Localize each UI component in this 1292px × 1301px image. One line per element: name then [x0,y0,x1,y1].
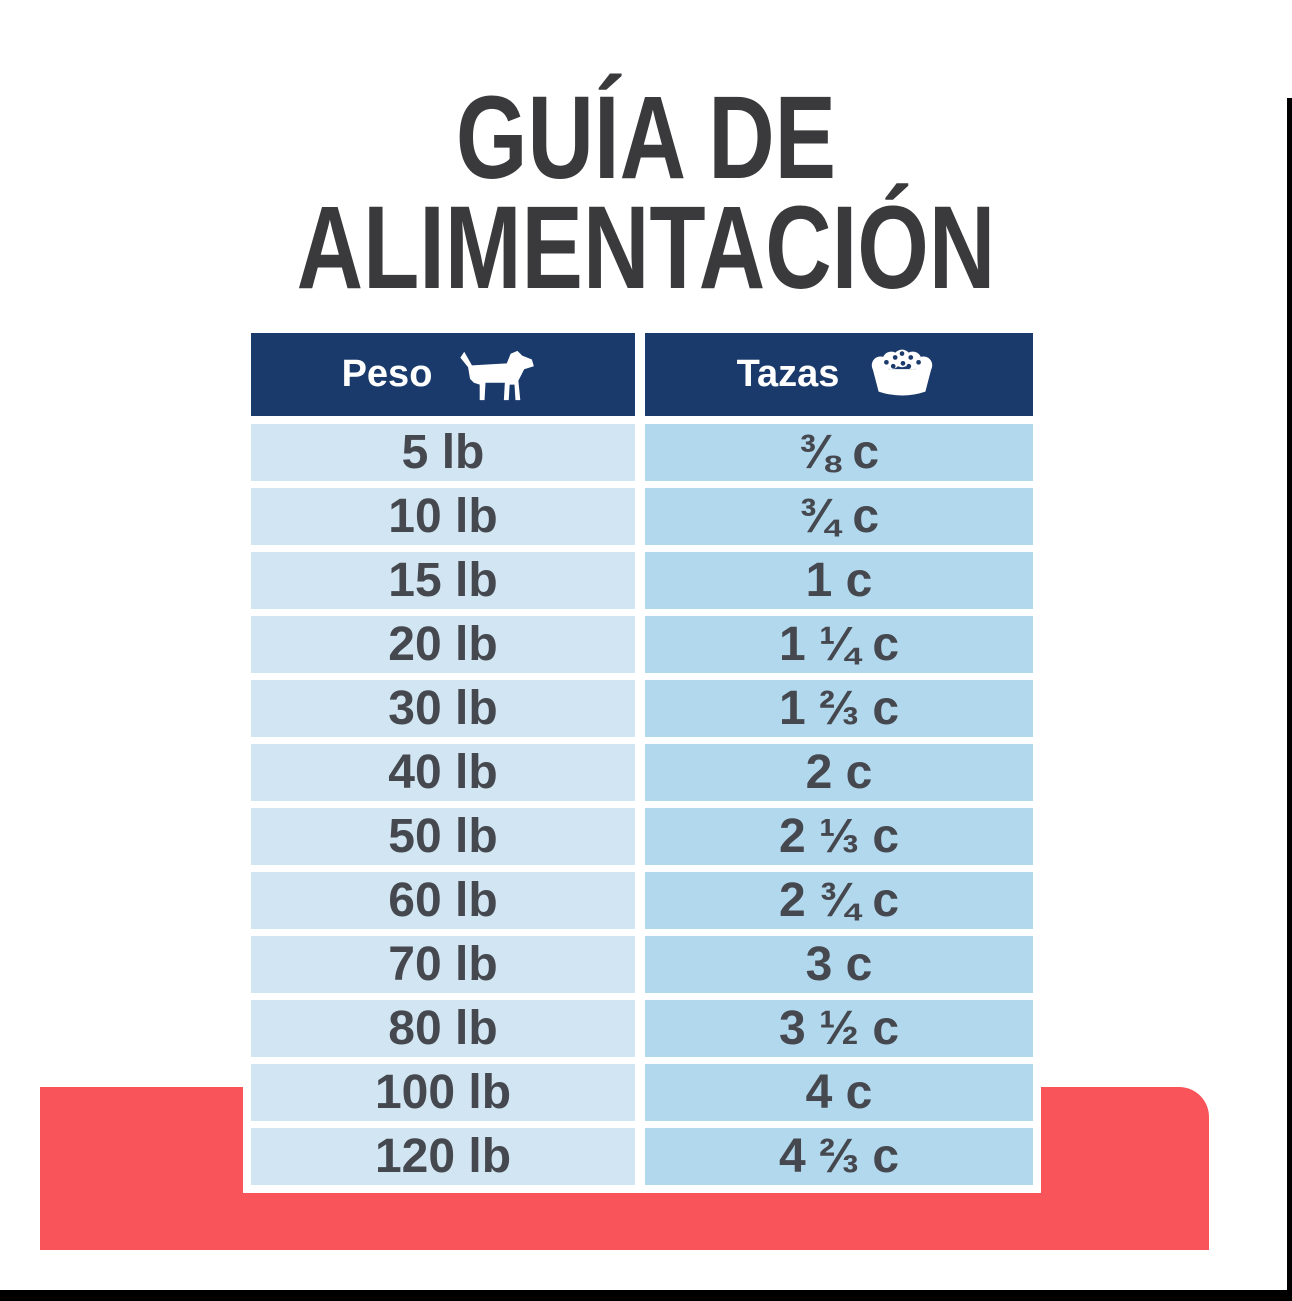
table-row: 40 lb 2 c [251,744,1033,801]
cups-cell: 3 ½ c [645,1000,1033,1057]
cups-value: ⅜ c [798,426,880,479]
food-bowl-icon [872,349,933,395]
weight-value: 100 lb [374,1066,512,1119]
cups-cell: 1 c [645,552,1033,609]
table-row: 120 lb 4 ⅔ c [251,1128,1033,1185]
header-cell-peso: Peso [251,333,635,416]
cups-value: 1 ⅔ c [778,682,900,735]
table-body: 5 lb ⅜ c 10 lb ¾ c 15 lb 1 c 20 lb 1 ¼ c… [251,424,1033,1185]
weight-cell: 50 lb [251,808,635,865]
cups-value: 2 ¾ c [778,874,900,927]
cups-value: ¾ c [798,490,880,543]
tazas-header-label: Tazas [736,353,840,395]
weight-value: 15 lb [388,554,498,607]
right-edge-border [1287,98,1292,1301]
table-row: 30 lb 1 ⅔ c [251,680,1033,737]
cups-value: 3 c [805,938,873,991]
table-row: 80 lb 3 ½ c [251,1000,1033,1057]
weight-cell: 80 lb [251,1000,635,1057]
weight-value: 30 lb [388,682,498,735]
weight-value: 5 lb [401,426,485,479]
cups-value: 2 ⅓ c [778,810,900,863]
weight-value: 80 lb [388,1002,498,1055]
cups-cell: 1 ⅔ c [645,680,1033,737]
table-row: 10 lb ¾ c [251,488,1033,545]
weight-value: 20 lb [388,618,498,671]
table-row: 20 lb 1 ¼ c [251,616,1033,673]
cups-value: 4 c [805,1066,873,1119]
table-row: 15 lb 1 c [251,552,1033,609]
cups-cell: 1 ¼ c [645,616,1033,673]
weight-value: 120 lb [374,1130,512,1183]
cups-cell: 4 c [645,1064,1033,1121]
weight-cell: 60 lb [251,872,635,929]
weight-cell: 70 lb [251,936,635,993]
cups-cell: 4 ⅔ c [645,1128,1033,1185]
weight-cell: 100 lb [251,1064,635,1121]
weight-value: 40 lb [388,746,498,799]
cups-cell: 2 ¾ c [645,872,1033,929]
weight-value: 70 lb [388,938,498,991]
cups-cell: ⅜ c [645,424,1033,481]
page-title: GUÍA DE ALIMENTACIÓN [142,79,1150,307]
weight-value: 50 lb [388,810,498,863]
weight-cell: 5 lb [251,424,635,481]
feeding-table: Peso Tazas [243,325,1041,1193]
cups-cell: 3 c [645,936,1033,993]
weight-cell: 15 lb [251,552,635,609]
table-row: 60 lb 2 ¾ c [251,872,1033,929]
dog-icon [460,350,535,400]
table-row: 100 lb 4 c [251,1064,1033,1121]
bottom-edge-border [0,1290,1292,1301]
weight-cell: 20 lb [251,616,635,673]
cups-value: 1 ¼ c [778,618,900,671]
header-cell-tazas: Tazas [645,333,1033,416]
table-row: 70 lb 3 c [251,936,1033,993]
cups-value: 1 c [805,554,873,607]
weight-cell: 120 lb [251,1128,635,1185]
table-row: 50 lb 2 ⅓ c [251,808,1033,865]
weight-value: 10 lb [388,490,498,543]
cups-cell: ¾ c [645,488,1033,545]
weight-value: 60 lb [388,874,498,927]
cups-cell: 2 c [645,744,1033,801]
weight-cell: 30 lb [251,680,635,737]
weight-cell: 10 lb [251,488,635,545]
weight-cell: 40 lb [251,744,635,801]
cups-value: 4 ⅔ c [778,1130,900,1183]
peso-header-label: Peso [341,353,433,395]
cups-cell: 2 ⅓ c [645,808,1033,865]
cups-value: 3 ½ c [778,1002,900,1055]
table-header-row: Peso Tazas [251,333,1033,416]
title-line1: GUÍA DE [455,72,837,204]
table-row: 5 lb ⅜ c [251,424,1033,481]
cups-value: 2 c [805,746,873,799]
title-line2: ALIMENTACIÓN [296,181,996,314]
